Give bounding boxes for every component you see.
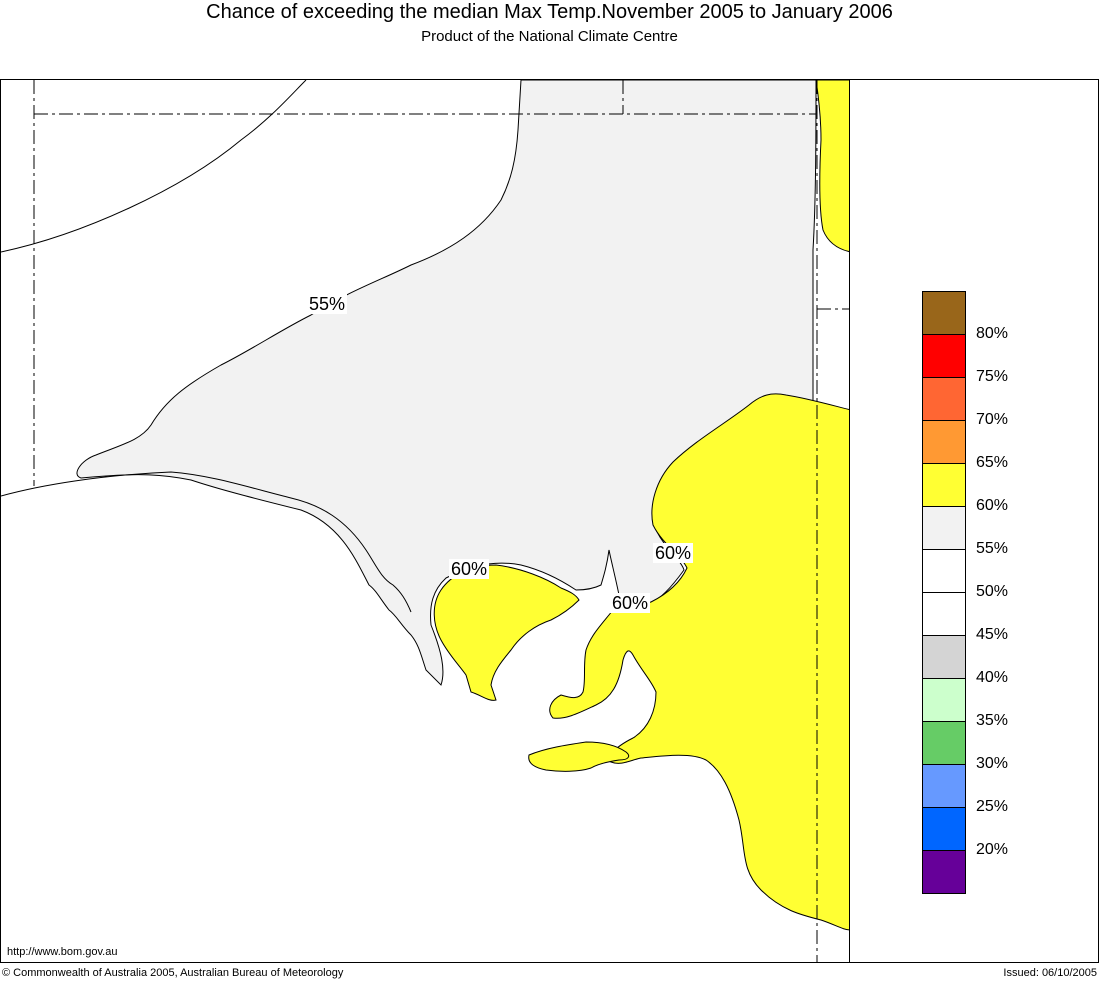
issued-date: Issued: 06/10/2005: [1003, 967, 1097, 979]
legend-swatch: [922, 635, 966, 678]
legend-label: 25%: [976, 798, 1009, 815]
legend-label: 60%: [976, 497, 1009, 514]
legend-label: 70%: [976, 411, 1009, 428]
legend-label: 45%: [976, 626, 1009, 643]
yellow-probability-zone-northeast: [815, 80, 849, 253]
legend-swatch: [922, 377, 966, 420]
map-panel: 55% 60% 60% 60% http://www.bom.gov.au: [0, 79, 850, 963]
contour-label-60-west: 60%: [449, 559, 490, 579]
legend-swatch: [922, 721, 966, 764]
legend-label: 20%: [976, 841, 1009, 858]
coastline-west: [1, 471, 412, 613]
legend-label: 40%: [976, 669, 1009, 686]
legend-swatch: [922, 420, 966, 463]
contour-label-60-east: 60%: [653, 543, 694, 563]
contour-label-55: 55%: [307, 294, 348, 314]
legend-label: 55%: [976, 540, 1009, 557]
legend-swatch: [922, 678, 966, 721]
contour-label-60-gulf: 60%: [610, 593, 651, 613]
legend-swatch: [922, 764, 966, 807]
legend-swatch: [922, 506, 966, 549]
legend-label: 50%: [976, 583, 1009, 600]
legend-label: 80%: [976, 325, 1009, 342]
chart-subtitle: Product of the National Climate Centre: [421, 28, 678, 45]
legend-swatch: [922, 850, 966, 894]
yellow-probability-zone-west: [433, 564, 580, 701]
outer-contour-line: [1, 80, 307, 253]
map-svg: [1, 80, 849, 962]
legend-swatch: [922, 463, 966, 506]
website-url: http://www.bom.gov.au: [7, 946, 118, 958]
legend-label: 75%: [976, 368, 1009, 385]
legend-swatch: [922, 549, 966, 592]
legend-swatch: [922, 592, 966, 635]
legend-label: 35%: [976, 712, 1009, 729]
legend-colorbar: [922, 291, 966, 894]
copyright-text: © Commonwealth of Australia 2005, Austra…: [2, 967, 344, 979]
legend-label: 30%: [976, 755, 1009, 772]
legend-swatch: [922, 334, 966, 377]
legend-panel: 80% 75% 70% 65% 60% 55% 50% 45% 40% 35% 30% 25% 20%: [850, 79, 1099, 963]
yellow-probability-zone-east: [549, 393, 849, 931]
kangaroo-island: [528, 741, 630, 772]
legend-swatch: [922, 807, 966, 850]
chart-title: Chance of exceeding the median Max Temp.…: [206, 1, 893, 23]
legend-label: 65%: [976, 454, 1009, 471]
legend-swatch: [922, 291, 966, 334]
